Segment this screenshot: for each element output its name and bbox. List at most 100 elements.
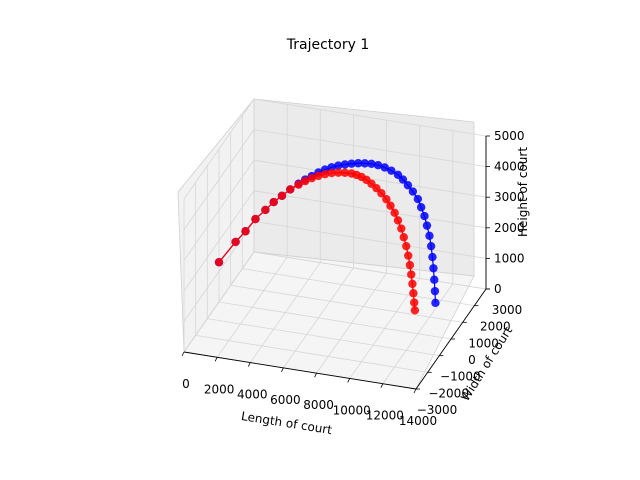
data-point [300,176,310,186]
data-point [425,231,434,241]
x-tick-mark [281,367,284,373]
data-point [410,298,419,307]
grid-line [253,221,487,259]
grid-line [183,98,255,200]
data-point [393,216,403,225]
data-point [261,205,270,215]
data-point [408,187,418,196]
data-point [404,251,413,260]
z-tick-label: 0 [494,282,502,296]
x-tick-label: 10000 [333,403,371,417]
data-point [429,264,438,273]
data-point [377,189,386,198]
data-point [327,163,336,172]
data-point [269,197,278,207]
z-tick-label: 3000 [494,190,525,204]
grid-line [195,334,428,373]
data-point [251,214,260,224]
data-point [360,159,370,168]
data-point [390,208,399,218]
z-tick-label: 2000 [494,221,525,235]
data-point [428,252,437,262]
x-tick-mark [413,388,417,394]
data-point [430,275,439,284]
grid-line [230,284,463,323]
data-point [334,168,343,177]
data-point [386,201,395,210]
y-tick-label: −3000 [417,403,458,417]
data-point [340,168,350,177]
data-point [407,270,416,279]
data-point [340,160,350,169]
grid-line [183,190,255,292]
x-tick-label: 2000 [204,382,235,396]
data-point [413,194,423,204]
grid-line [183,251,255,353]
grid-line [253,190,487,229]
data-point [214,258,224,267]
data-point [347,159,356,168]
data-point [397,224,406,233]
z-axis-label: Height of court [516,147,530,237]
data-point [387,166,396,175]
data-point [277,191,287,200]
data-point [373,160,383,170]
z-tick-label: 1000 [494,251,525,265]
x-tick-label: 8000 [303,398,334,412]
x-tick-label: 14000 [399,414,437,428]
data-point [405,260,415,270]
data-point [320,169,330,179]
data-point [382,195,391,204]
data-point [408,279,417,289]
x-tick-label: 6000 [270,393,301,407]
grid-line [253,129,487,167]
x-tick-label: 0 [182,377,190,391]
data-point [422,221,432,230]
z-tick-label: 5000 [494,129,525,143]
data-point [286,185,295,194]
x-tick-label: 4000 [237,388,268,402]
x-axis-label: Length of court [240,409,333,437]
grid-line [253,251,487,290]
tick-labels: 0 2000 4000 6000 8000100001200014000−3000−20… [182,129,524,428]
data-point [231,237,240,247]
grid-line [253,98,487,137]
y-tick-label: 1000 [468,336,499,350]
grid-line [183,221,255,322]
x-tick-mark [314,372,317,378]
data-point [403,181,413,190]
x-tick-mark [347,378,351,383]
grid-line [218,301,452,340]
x-tick-mark [247,362,251,367]
data-point [354,159,363,168]
data-point [410,306,420,315]
data-point [367,159,376,169]
data-point [334,161,343,170]
series-points [214,159,440,315]
data-point [399,233,408,242]
data-point [327,168,336,178]
data-point [430,286,440,296]
data-point [380,163,389,172]
data-point [307,173,316,183]
grid-line [207,318,440,357]
data-point [420,211,429,221]
x-tick-mark [214,357,218,362]
z-tick-label: 4000 [494,160,525,174]
y-tick-label: 0 [468,353,476,367]
x-axis-line [183,351,417,390]
chart-title: Trajectory 1 [286,37,369,53]
data-point [294,180,303,189]
grid-line [183,129,255,230]
y-tick-label: 3000 [492,303,523,317]
x-tick-mark [380,383,384,388]
data-point [314,171,323,181]
data-point [241,227,250,236]
y-tick-label: 2000 [480,320,511,334]
y-tick-label: −1000 [440,370,481,384]
x-tick-mark [181,351,185,357]
data-point [398,175,408,184]
data-point [402,241,411,251]
grid-line [183,159,255,261]
